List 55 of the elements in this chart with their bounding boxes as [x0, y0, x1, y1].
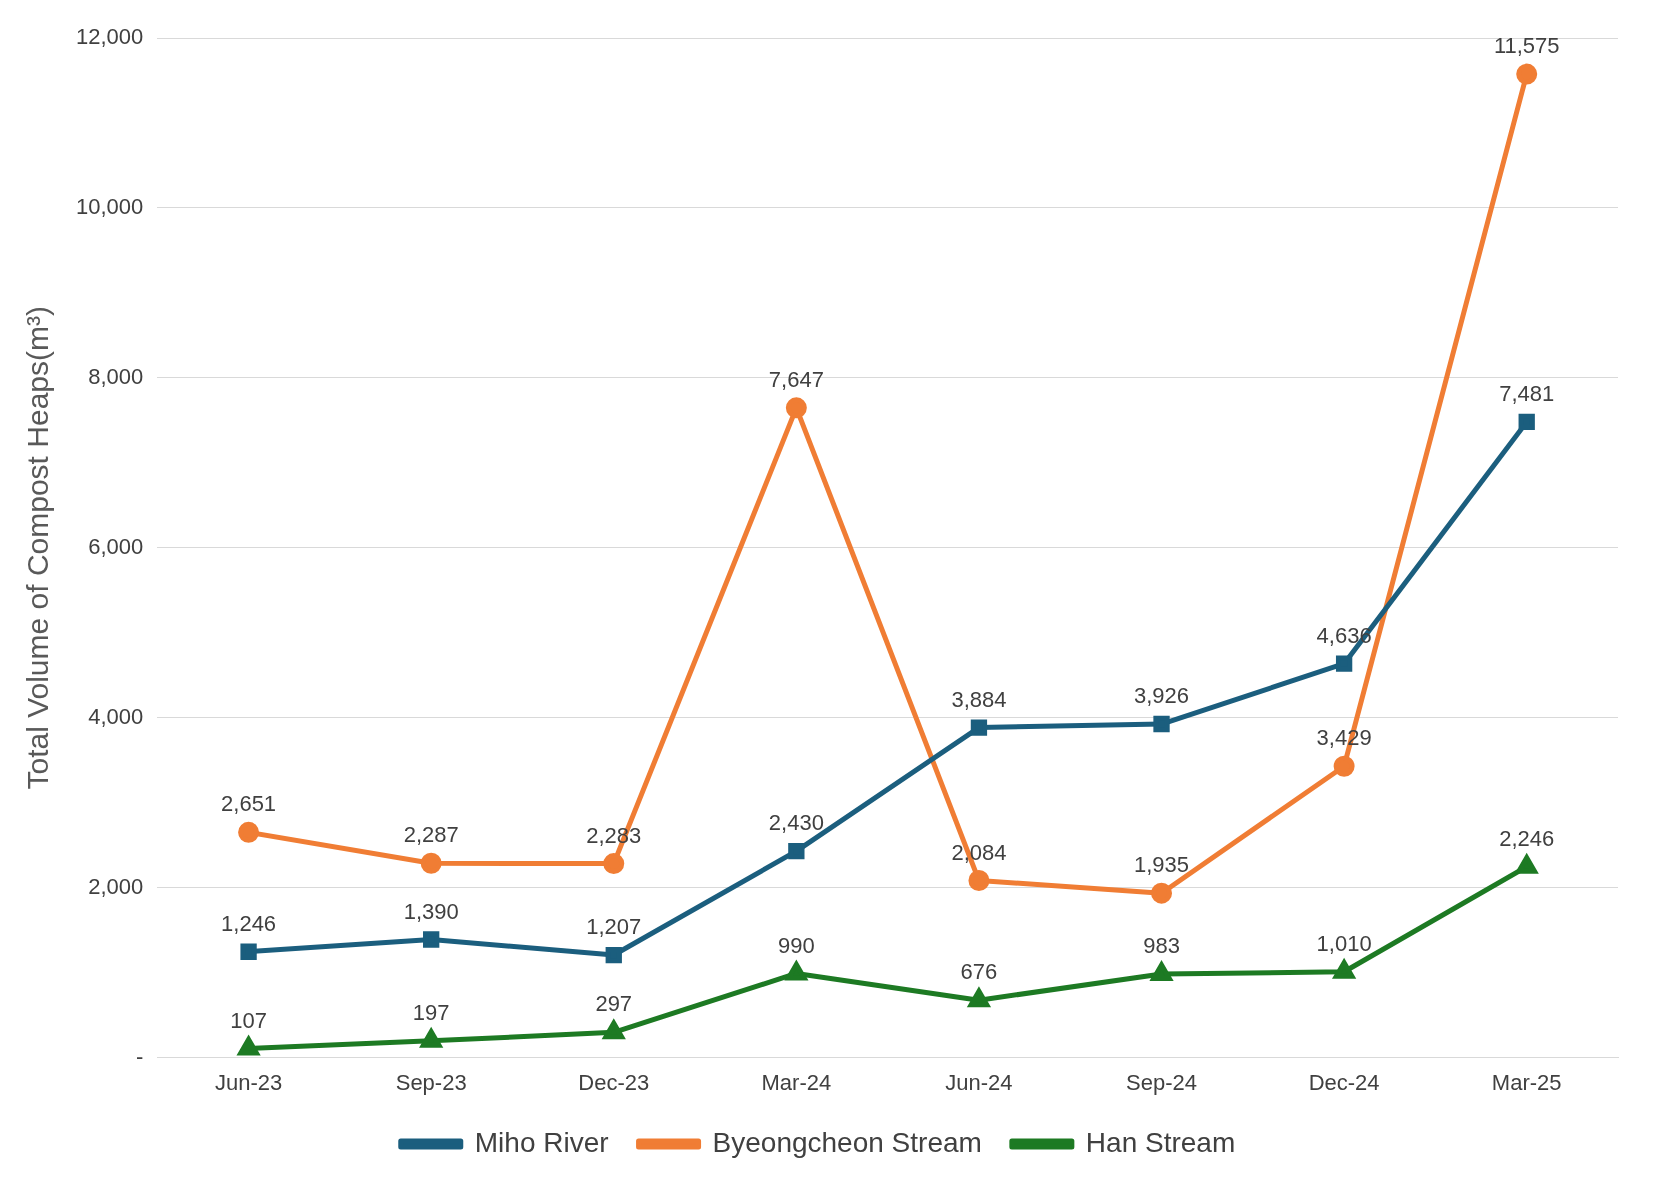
data-label: 1,935 [1134, 852, 1190, 878]
data-label: 1,390 [403, 898, 459, 924]
data-label: 2,430 [768, 810, 824, 836]
x-tick-label: Mar-25 [1491, 1069, 1562, 1095]
data-label: 7,647 [768, 366, 824, 392]
data-label: 2,287 [403, 822, 459, 848]
point [1153, 715, 1170, 733]
y-tick-label: 10,000 [75, 194, 144, 219]
point [420, 852, 442, 874]
y-tick-label: 6,000 [88, 533, 144, 559]
legend-label: Byeongcheon Stream [712, 1126, 982, 1158]
x-tick-label: Dec-24 [1308, 1069, 1380, 1095]
data-label: 11,575 [1493, 33, 1560, 59]
point [788, 842, 805, 860]
y-tick-label: 12,000 [75, 24, 144, 50]
x-tick-label: Jun-23 [214, 1069, 283, 1095]
data-label: 983 [1143, 933, 1180, 959]
data-label: 297 [595, 991, 633, 1017]
point [1333, 755, 1355, 777]
y-axis-title: Total Volume of Compost Heaps(m³) [21, 306, 55, 790]
data-label: 1,207 [586, 914, 642, 940]
data-label: 107 [230, 1007, 267, 1033]
data-label: 7,481 [1499, 381, 1555, 407]
data-label: 2,651 [221, 791, 277, 817]
data-label: 990 [777, 932, 815, 958]
data-label: 3,926 [1134, 683, 1190, 709]
x-tick-label: Dec-23 [578, 1069, 650, 1095]
y-tick-label: 2,000 [88, 873, 144, 899]
legend-label: Han Stream [1085, 1126, 1236, 1158]
data-label: 676 [960, 959, 998, 985]
point [785, 397, 807, 419]
y-tick-label: 4,000 [88, 703, 144, 729]
legend-label: Miho River [474, 1126, 609, 1158]
point [605, 946, 622, 964]
point [1516, 63, 1538, 85]
point [603, 853, 625, 875]
x-tick-label: Mar-24 [761, 1069, 832, 1095]
y-tick-label: - [135, 1043, 144, 1069]
point [238, 821, 260, 843]
point [1151, 882, 1173, 904]
data-label: 1,010 [1316, 930, 1372, 956]
x-tick-label: Sep-24 [1126, 1069, 1197, 1095]
point [968, 870, 990, 892]
point [1335, 655, 1353, 672]
y-tick-label: 8,000 [88, 363, 144, 389]
point [1518, 413, 1535, 431]
x-tick-label: Sep-23 [395, 1069, 467, 1095]
point [423, 931, 440, 948]
data-label: 1,246 [221, 910, 277, 936]
point [240, 943, 257, 960]
x-tick-label: Jun-24 [945, 1069, 1013, 1095]
data-label: 3,884 [951, 686, 1007, 712]
data-label: 2,246 [1499, 825, 1555, 851]
point [970, 719, 988, 736]
data-label: 197 [412, 999, 450, 1025]
